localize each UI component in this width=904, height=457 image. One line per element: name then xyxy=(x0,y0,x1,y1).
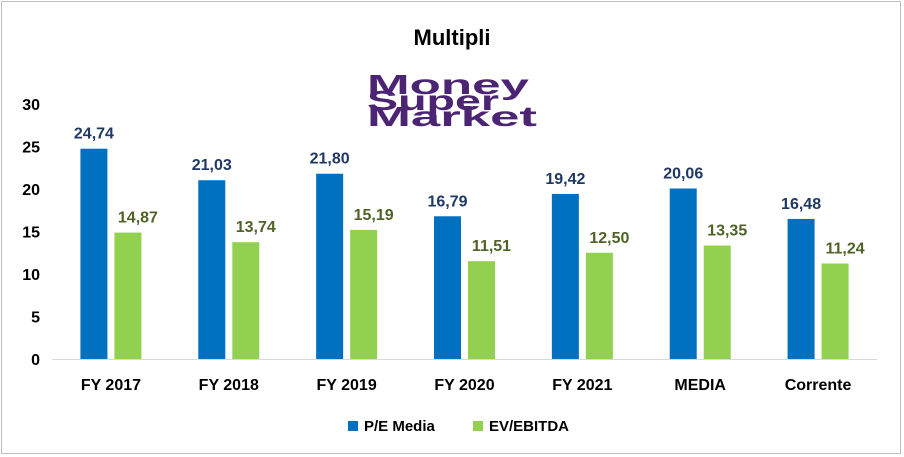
data-label: 11,51 xyxy=(472,238,511,255)
data-label: 13,35 xyxy=(707,223,747,240)
x-tick-label: MEDIA xyxy=(674,377,726,394)
legend-label: P/E Media xyxy=(364,418,436,435)
bar-pe xyxy=(669,188,697,359)
y-tick-label: 15 xyxy=(22,225,40,242)
chart-title: Multipli xyxy=(414,25,491,50)
legend: P/E Media EV/EBITDA xyxy=(348,418,569,435)
bar-pe xyxy=(198,180,226,359)
data-label: 16,48 xyxy=(781,196,821,213)
bar-ev xyxy=(703,245,731,359)
data-label: 16,79 xyxy=(427,193,467,210)
x-tick-label: FY 2020 xyxy=(434,377,494,394)
data-label: 24,74 xyxy=(74,126,114,143)
x-tick-label: FY 2021 xyxy=(552,377,612,394)
y-tick-label: 30 xyxy=(22,97,40,114)
bar-ev xyxy=(821,263,849,359)
bar-pe xyxy=(787,218,815,359)
bar-ev xyxy=(232,242,260,359)
bar-pe xyxy=(551,193,579,359)
x-tick-label: Corrente xyxy=(785,377,852,394)
data-label: 21,80 xyxy=(310,151,350,168)
data-label: 11,24 xyxy=(825,240,864,257)
logo-line-super: Super xyxy=(367,85,499,116)
data-label: 19,42 xyxy=(545,171,585,188)
logo-line-money: Money xyxy=(367,69,530,100)
data-label: 12,50 xyxy=(589,230,629,247)
bar-ev xyxy=(114,232,142,359)
bar-pe xyxy=(434,216,461,359)
legend-swatch xyxy=(473,421,483,431)
logo-line-market: Market xyxy=(367,101,537,132)
data-label: 15,19 xyxy=(354,207,394,224)
data-label: 14,87 xyxy=(118,210,158,227)
plot-area: 0 5 10 15 20 25 30 24,74 14,87 FY 2017 21,03 13,74 F… xyxy=(22,97,877,394)
bar-pe xyxy=(316,173,344,359)
data-label: 21,03 xyxy=(192,157,232,174)
legend-swatch xyxy=(348,421,358,431)
y-tick-label: 25 xyxy=(22,140,40,157)
x-tick-label: FY 2018 xyxy=(199,377,259,394)
bar-pe xyxy=(80,148,108,359)
bar-ev xyxy=(350,229,378,359)
y-tick-label: 10 xyxy=(22,267,40,284)
y-tick-label: 5 xyxy=(31,310,40,327)
y-tick-label: 20 xyxy=(22,182,40,199)
x-tick-label: FY 2017 xyxy=(81,377,141,394)
y-tick-label: 0 xyxy=(31,352,40,369)
data-label: 13,74 xyxy=(236,219,276,236)
x-tick-label: FY 2019 xyxy=(317,377,377,394)
data-label: 20,06 xyxy=(663,165,703,182)
logo: Money Super Market xyxy=(367,69,537,132)
bar-ev xyxy=(468,261,495,359)
legend-label: EV/EBITDA xyxy=(489,418,569,435)
bar-ev xyxy=(585,252,613,359)
